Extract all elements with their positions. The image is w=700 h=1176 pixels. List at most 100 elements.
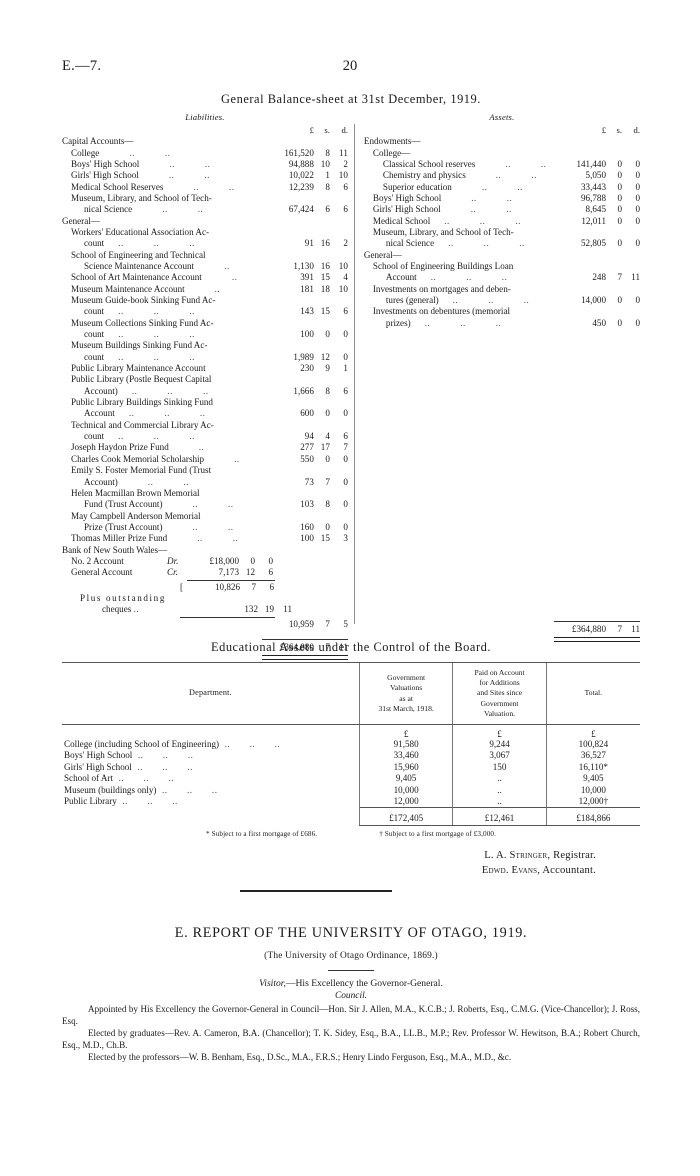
- bank-heading-row: Bank of New South Wales—: [62, 545, 348, 556]
- liability-row-shillings: 12: [320, 351, 330, 362]
- totals-spacer: [62, 808, 359, 826]
- asset-row-shillings: 0: [617, 215, 622, 226]
- bank-account-amount: £18,000: [209, 555, 239, 566]
- asset-row: General—: [364, 250, 640, 261]
- liability-row: Account)...... 1,666 8 6: [62, 386, 348, 397]
- liability-row-shillings: 15: [320, 306, 330, 317]
- liability-row-label: Museum Collections Sinking Fund Ac-: [71, 317, 214, 328]
- liability-row: Medical School Reserves.... 12,239 8 6: [62, 182, 348, 193]
- gov-head-line1: Government: [387, 673, 426, 683]
- gov-head-line3: as at: [399, 693, 413, 703]
- table-row: Museum (buildings only) .. .. .. 10,000..…: [62, 784, 640, 797]
- liability-row-pounds: 91: [304, 238, 314, 249]
- liability-row-pence: 2: [343, 158, 348, 169]
- asset-row-label: prizes): [385, 317, 411, 328]
- bank-bracket-row: [ 10,826 7 6: [62, 582, 348, 593]
- cell-paid-on-account: 150: [452, 761, 547, 774]
- bank-subtotal-row: 10,959 7 5: [62, 619, 348, 630]
- liability-leader: ..: [228, 181, 235, 192]
- liability-row-pounds: 12,239: [288, 181, 314, 192]
- asset-row: prizes)...... 450 0 0: [364, 318, 640, 329]
- liability-row-label: count: [84, 431, 105, 442]
- table-footnotes: * Subject to a first mortgage of £686. † …: [62, 830, 640, 838]
- asset-row-pence: 0: [635, 170, 640, 181]
- liability-row-pounds: 1,666: [293, 385, 314, 396]
- liability-row: Public Library (Postle Bequest Capital: [62, 374, 348, 385]
- liability-row: Thomas Miller Prize Fund.... 100 15 3: [62, 533, 348, 544]
- asset-row-pounds: 33,443: [580, 181, 606, 192]
- liability-row-pounds: 67,424: [288, 204, 314, 215]
- liability-leader: ..: [228, 521, 234, 532]
- cell-government-valuation: 9,405: [358, 773, 453, 785]
- asset-row-label: Investments on debentures (memorial: [372, 306, 511, 317]
- liability-row-shillings: 17: [320, 442, 330, 453]
- liability-row-label: count: [84, 329, 105, 340]
- asset-row-pence: 11: [631, 272, 640, 283]
- asset-row-shillings: 7: [617, 272, 622, 283]
- council-paragraphs: Appointed by His Excellency the Governor…: [62, 1004, 640, 1064]
- liability-leader: ..: [189, 306, 195, 317]
- liability-leader: ..: [129, 147, 135, 158]
- liability-row-pounds: 230: [300, 363, 314, 374]
- asset-row-pence: 0: [635, 295, 640, 305]
- col-header-total: Total.: [545, 661, 640, 726]
- bank-bracket-pence: 6: [269, 581, 274, 592]
- asset-row: Medical School...... 12,011 0 0: [364, 216, 640, 227]
- liability-row-label: nical Science: [84, 204, 133, 215]
- totals-total: £184,866: [545, 807, 640, 827]
- asset-row-label: Museum, Library, and School of Tech-: [372, 226, 514, 237]
- asset-row-label: nical Science: [385, 238, 435, 249]
- liability-row: May Campbell Anderson Memorial: [62, 511, 348, 522]
- cell-total: 10,000: [545, 784, 640, 797]
- liability-row: Museum, Library, and School of Tech-: [62, 193, 348, 204]
- asset-leader: ..: [488, 295, 494, 305]
- asset-leader: ..: [519, 238, 525, 249]
- balance-sheet-title-text: General Balance-sheet at 31st December, …: [221, 92, 481, 106]
- cell-total: 16,110*: [545, 761, 640, 774]
- liability-row: Boys' High School.... 94,888 10 2: [62, 159, 348, 170]
- table-head: Department. Government Valuations as at …: [62, 661, 640, 726]
- liability-row-pence: 10: [338, 170, 348, 181]
- liability-leader: ..: [234, 453, 240, 464]
- liability-row-pounds: 103: [300, 499, 314, 510]
- liability-row-label: Thomas Miller Prize Fund: [71, 533, 168, 544]
- footnote-dagger: † Subject to a first mortgage of £3,000.: [379, 830, 496, 839]
- liability-row-label: Girls' High School: [71, 170, 139, 181]
- asset-row-pounds: 96,788: [580, 192, 606, 203]
- council-paragraph: Appointed by His Excellency the Governor…: [62, 1004, 640, 1026]
- liabilities-label: Liabilities.: [185, 112, 225, 122]
- table-row: Public Library .. .. .. 12,000.. 12,000†: [62, 796, 640, 808]
- liability-row-shillings: 18: [320, 283, 330, 294]
- liability-row-shillings: 0: [325, 329, 330, 340]
- liability-row-pounds: 160: [300, 521, 314, 532]
- asset-row: tures (general)...... 14,000 0 0: [364, 295, 640, 306]
- liability-row-shillings: 15: [320, 533, 330, 544]
- liability-row: Museum Guide-book Sinking Fund Ac-: [62, 295, 348, 306]
- asset-row-label: Superior education: [382, 181, 452, 192]
- cell-government-valuation: 10,000: [358, 784, 453, 797]
- cell-paid-on-account: ..: [452, 784, 547, 797]
- asset-leader: ..: [505, 158, 511, 169]
- bank-account-type: Cr.: [167, 567, 178, 578]
- asset-row: Investments on debentures (memorial: [364, 306, 640, 317]
- asset-leader: ..: [501, 272, 508, 283]
- asset-row-pounds: 12,011: [581, 215, 606, 226]
- cell-government-valuation: 15,960: [358, 761, 453, 774]
- liability-row-shillings: 8: [325, 147, 330, 158]
- asset-row-pence: 0: [635, 181, 640, 192]
- table-row: School of Art .. .. .. 9,405.. 9,405: [62, 773, 640, 785]
- unit-spacer: [62, 725, 359, 740]
- bank-bracket-shillings: 7: [251, 581, 256, 592]
- liability-leader: ..: [231, 272, 238, 283]
- asset-row: nical Science...... 52,805 0 0: [364, 238, 640, 249]
- liability-row-label: Public Library Buildings Sinking Fund: [71, 397, 213, 408]
- liability-row: Museum Buildings Sinking Fund Ac-: [62, 340, 348, 351]
- asset-row-pence: 0: [635, 238, 640, 249]
- educational-assets-table: Department. Government Valuations as at …: [62, 661, 640, 827]
- liability-leader: ..: [214, 283, 221, 294]
- asset-row-pence: 0: [635, 215, 640, 226]
- table-row: Boys' High School .. .. .. 33,460 3,067 36,…: [62, 750, 640, 762]
- liability-row: Capital Accounts—: [62, 136, 348, 147]
- asset-leader: ..: [460, 317, 466, 328]
